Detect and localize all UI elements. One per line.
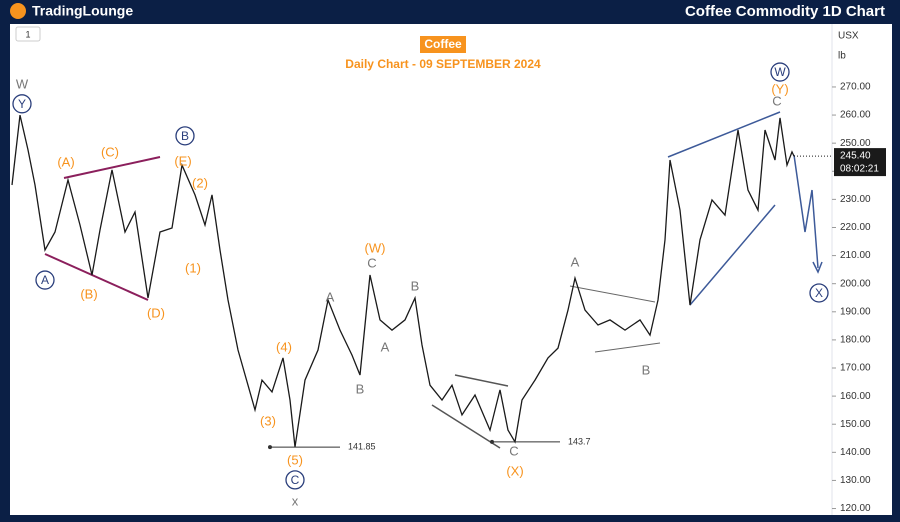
projection	[793, 154, 819, 269]
level-label: 143.7	[568, 436, 591, 446]
price-axis	[832, 24, 892, 515]
wave-label: (Y)	[771, 81, 788, 96]
last-price: 245.40	[840, 151, 871, 162]
y-tick-label: 270.00	[840, 82, 871, 93]
y-tick-label: 160.00	[840, 391, 871, 402]
wave-label: Y	[18, 97, 26, 111]
wave-label: C	[509, 443, 518, 458]
y-tick-label: 130.00	[840, 475, 871, 486]
currency[interactable]: USX	[838, 31, 859, 42]
level-label: 141.85	[348, 442, 376, 452]
wave-label: A	[326, 289, 335, 304]
logo: TradingLounge	[32, 3, 133, 19]
logo-icon	[10, 3, 26, 19]
wave-label: A	[41, 273, 49, 287]
level-point	[268, 445, 272, 450]
wave-label: (A)	[57, 154, 74, 169]
wave-label: (X)	[506, 464, 523, 479]
wave-circle	[175, 126, 195, 146]
wave-circle	[12, 94, 32, 114]
title-box	[420, 36, 466, 53]
plot-area	[10, 24, 832, 515]
y-tick-label: 140.00	[840, 447, 871, 458]
wave-label: (B)	[80, 287, 97, 302]
price-box	[834, 148, 886, 177]
trendline	[569, 285, 656, 303]
wave-label: (3)	[260, 414, 276, 429]
wave-label: A	[571, 254, 580, 269]
y-tick-label: 230.00	[840, 194, 871, 205]
wave-label: (1)	[185, 260, 201, 275]
y-tick-label: 190.00	[840, 306, 871, 317]
wave-label: (W)	[365, 240, 386, 255]
header-title: Coffee Commodity 1D Chart	[685, 3, 885, 20]
wave-label: B	[356, 382, 365, 397]
y-tick-label: 200.00	[840, 278, 871, 289]
interval[interactable]: 1	[25, 29, 30, 39]
trendline	[667, 111, 781, 158]
y-tick-label: 180.00	[840, 335, 871, 346]
trendline	[594, 342, 661, 353]
plot: 141.85143.7WY(A)A(B)(C)(D)(E)B(2)(1)(3)(…	[11, 62, 829, 508]
wave-label: W	[16, 76, 29, 91]
wave-label: (5)	[287, 452, 303, 467]
wave-label: A	[381, 339, 390, 354]
wave-label: (C)	[101, 144, 119, 159]
trendline	[44, 253, 149, 301]
wave-label: (2)	[192, 176, 208, 191]
level-point	[490, 439, 494, 444]
interval-box[interactable]	[15, 26, 41, 42]
wave-circle	[35, 270, 55, 290]
trendline	[454, 374, 509, 387]
y-tick-label: 260.00	[840, 110, 871, 121]
y-tick-label: 250.00	[840, 138, 871, 149]
wave-label: C	[772, 93, 781, 108]
wave-label: B	[642, 362, 651, 377]
wave-label: B	[411, 278, 420, 293]
wave-label: (D)	[147, 305, 165, 320]
wave-label: W	[774, 65, 786, 79]
chart-subtitle: Daily Chart - 09 SEPTEMBER 2024	[345, 57, 541, 71]
projection-arrow	[812, 261, 823, 274]
wave-label: B	[181, 129, 189, 143]
y-tick-label: 220.00	[840, 222, 871, 233]
price-line	[11, 114, 795, 448]
chart-title: Coffee	[424, 37, 462, 51]
wave-label: (4)	[276, 339, 292, 354]
wave-circle	[809, 283, 829, 303]
trendline	[689, 204, 776, 306]
trendline	[431, 404, 501, 449]
wave-circle	[285, 470, 305, 490]
unit[interactable]: lb	[838, 51, 846, 62]
countdown: 08:02:21	[840, 164, 879, 175]
y-tick-label: 170.00	[840, 363, 871, 374]
y-tick-label: 120.00	[840, 503, 871, 514]
wave-label: (E)	[174, 153, 191, 168]
y-tick-label: 150.00	[840, 419, 871, 430]
wave-label: X	[815, 286, 823, 300]
wave-label: C	[291, 473, 300, 487]
wave-label: C	[367, 255, 376, 270]
trendline	[63, 156, 161, 179]
y-tick-label: 210.00	[840, 250, 871, 261]
wave-label: x	[292, 493, 299, 508]
wave-circle	[770, 62, 790, 82]
